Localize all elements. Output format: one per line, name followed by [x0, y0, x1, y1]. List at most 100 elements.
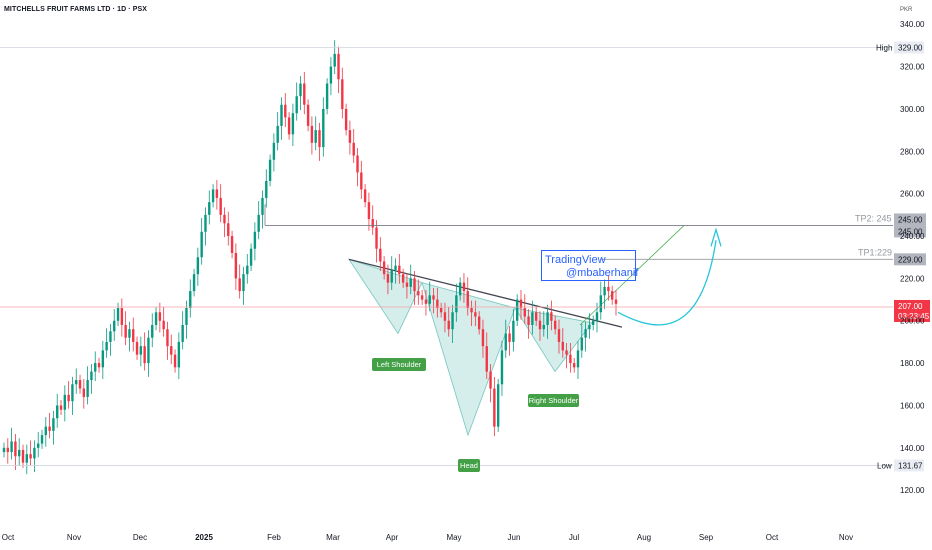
candle-body — [287, 117, 291, 135]
candle-body — [261, 197, 264, 215]
candle-body — [481, 329, 485, 347]
candle-body — [67, 394, 70, 402]
candle-body — [466, 291, 469, 309]
current-price-value: 207.00 — [898, 302, 923, 311]
low-value: 131.67 — [898, 461, 923, 470]
candle-body — [242, 274, 245, 292]
x-tick-label: Nov — [67, 533, 81, 542]
candle-body — [341, 79, 344, 109]
candle-body — [439, 308, 443, 313]
chart-title: MITCHELLS FRUIT FARMS LTD · 1D · PSX — [4, 6, 148, 13]
x-tick-label: Jun — [508, 533, 521, 542]
candle-body — [496, 384, 500, 427]
tp2-label: TP2: 245 — [855, 213, 892, 223]
candle-body — [124, 324, 127, 338]
candle-body — [204, 214, 207, 232]
candle-body — [595, 312, 599, 321]
candle-body — [128, 329, 131, 338]
candle-body — [158, 312, 162, 321]
y-tick-label: 140.00 — [900, 444, 925, 453]
candle-body — [268, 159, 272, 181]
candle-body — [386, 274, 390, 283]
y-tick-label: 340.00 — [900, 20, 925, 29]
tp1-label: TP1:229 — [858, 247, 892, 257]
candle-body — [500, 350, 504, 385]
candle-body — [538, 320, 542, 330]
candle-body — [52, 418, 55, 431]
candle-body — [200, 231, 203, 258]
current-price-badge — [894, 299, 930, 322]
candle-body — [576, 350, 580, 368]
candle-body — [6, 447, 10, 453]
high-label: High — [876, 44, 892, 53]
candle-body — [185, 308, 188, 325]
candle-body — [527, 316, 530, 325]
candle-body — [173, 354, 177, 368]
x-tick-label: Nov — [839, 533, 853, 542]
candle-body — [553, 320, 557, 330]
candle-body — [382, 261, 386, 275]
x-tick-label: May — [446, 533, 461, 542]
candle-body — [299, 83, 302, 97]
candle-body — [348, 130, 352, 143]
candle-body — [234, 252, 238, 279]
candle-body — [333, 53, 336, 67]
x-tick-label: Aug — [637, 533, 651, 542]
x-tick-label: Oct — [2, 533, 15, 542]
candle-body — [603, 286, 606, 296]
candle-body — [409, 278, 412, 287]
candle-body — [223, 214, 226, 224]
candle-body — [401, 274, 405, 283]
x-tick-label: Oct — [766, 533, 779, 542]
candle-body — [139, 346, 143, 355]
overlays: High 329.00 TP2: 245 TP1:229 Low 131.67 245.00… — [0, 41, 930, 472]
low-badge — [894, 459, 924, 472]
level-price-value: 245.00 — [898, 215, 923, 224]
candle-body — [303, 83, 306, 105]
candle-body — [162, 320, 165, 330]
y-tick-label: 320.00 — [900, 63, 925, 72]
forecast-arrow-head — [710, 227, 722, 247]
candle-body — [360, 172, 363, 190]
candle-body — [610, 291, 614, 300]
candle-body — [109, 331, 112, 342]
candle-body — [310, 125, 314, 143]
high-badge — [894, 41, 924, 54]
candle-body — [116, 308, 120, 321]
candle-body — [428, 295, 431, 304]
candle-body — [94, 363, 97, 372]
candle-body — [485, 346, 488, 372]
candle-body — [588, 324, 591, 330]
candle-body — [265, 180, 268, 198]
candle-body — [78, 380, 82, 389]
level-price-badge — [894, 253, 926, 266]
candle-body — [21, 449, 25, 463]
candle-body — [531, 312, 534, 325]
candle-body — [177, 341, 181, 368]
x-tick-label: Feb — [267, 533, 281, 542]
candle-body — [219, 197, 222, 215]
candle-body — [29, 454, 32, 459]
candle-body — [322, 108, 325, 148]
candle-body — [394, 265, 397, 270]
level-price-value: 245.00 — [898, 227, 923, 236]
level-price-badge — [894, 213, 926, 226]
candle-body — [519, 299, 523, 309]
annotation-label: Right Shoulder — [529, 396, 579, 405]
candle-body — [352, 142, 355, 156]
candle-body — [607, 286, 610, 292]
candle-body — [367, 202, 371, 220]
y-tick-label: 180.00 — [900, 359, 925, 368]
candle-body — [557, 329, 561, 342]
x-tick-label: 2025 — [195, 533, 213, 542]
level-price-badge — [894, 225, 926, 238]
candle-body — [90, 371, 93, 381]
candle-body — [432, 295, 435, 300]
forecast-arrow — [617, 240, 717, 326]
candle-body — [276, 125, 279, 143]
axes: 340.00 320.00 300.00 280.00 260.00 240.00 220.… — [2, 20, 925, 542]
candle-body — [86, 380, 89, 397]
candle-body — [211, 189, 215, 203]
candle-body — [455, 295, 458, 313]
